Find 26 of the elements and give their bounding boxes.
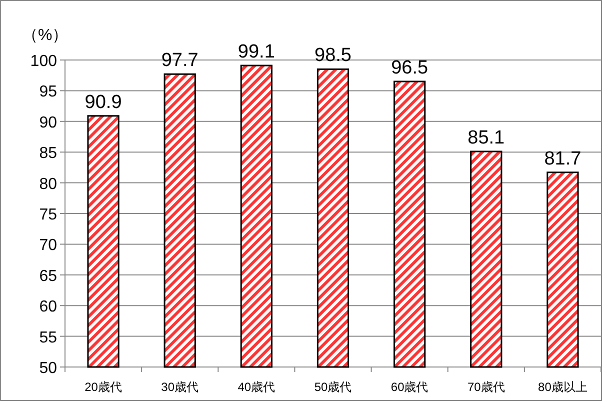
- data-label: 81.7: [544, 148, 582, 170]
- y-axis-title: （%）: [22, 27, 68, 44]
- data-label: 97.7: [161, 50, 198, 72]
- y-tick-label: 55: [39, 329, 58, 346]
- data-label: 90.9: [84, 92, 122, 113]
- y-tick-label: 85: [39, 145, 58, 162]
- y-tick-label: 60: [39, 298, 58, 316]
- y-tick-label: 95: [39, 84, 58, 101]
- data-label: 99.1: [238, 42, 275, 63]
- data-label: 98.5: [314, 45, 352, 66]
- y-tick-label: 80: [39, 176, 58, 193]
- x-tick-label: 40歳代: [238, 380, 276, 394]
- data-label: 96.5: [391, 57, 428, 78]
- data-label: 85.1: [468, 127, 505, 148]
- x-tick-label: 60歳代: [390, 380, 428, 394]
- y-tick-label: 100: [30, 53, 58, 70]
- y-tick-label: 90: [39, 114, 58, 132]
- y-tick-label: 75: [39, 206, 58, 224]
- x-tick-label: 50歳代: [314, 380, 352, 394]
- y-tick-label: 65: [39, 268, 58, 285]
- x-tick-label: 20歳代: [84, 380, 122, 394]
- y-tick-label: 70: [39, 237, 58, 254]
- y-tick-label: 50: [39, 360, 58, 377]
- x-tick-label: 30歳代: [161, 380, 199, 394]
- x-tick-label: 70歳代: [467, 380, 505, 394]
- x-tick-label: 80歳以上: [538, 380, 588, 394]
